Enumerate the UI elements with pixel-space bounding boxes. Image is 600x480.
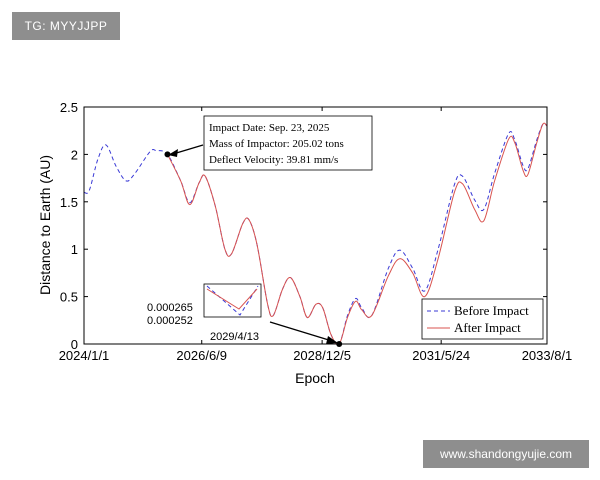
impact-annotation: Impact Date: Sep. 23, 2025 Mass of Impac… bbox=[164, 115, 373, 171]
x-tick-label: 2031/5/24 bbox=[412, 348, 470, 363]
x-tick-label: 2026/6/9 bbox=[176, 348, 227, 363]
inset-after-value-label: 0.000252 bbox=[147, 315, 193, 327]
y-tick-label: 2.5 bbox=[60, 100, 78, 115]
watermark-top-left: TG: MYYJJPP bbox=[12, 12, 120, 40]
impact-point-marker bbox=[164, 151, 171, 158]
closest-approach-arrow-line bbox=[269, 321, 333, 342]
impact-date-text: Impact Date: Sep. 23, 2025 bbox=[209, 122, 330, 134]
y-tick-label: 2 bbox=[71, 147, 78, 162]
x-axis-label: Epoch bbox=[295, 370, 335, 386]
series-line-after-impact bbox=[167, 122, 548, 346]
impact-annotation-box bbox=[203, 115, 373, 171]
impact-arrow-line bbox=[172, 144, 204, 155]
closest-approach-marker bbox=[336, 341, 343, 347]
inset-after-impact-line bbox=[206, 288, 258, 310]
legend-after-impact-label: After Impact bbox=[454, 320, 521, 335]
ticks-layer: 2024/1/1 2026/6/9 2028/12/5 2031/5/24 2033/8… bbox=[59, 100, 573, 363]
deflect-velocity-text: Deflect Velocity: 39.81 mm/s bbox=[209, 154, 338, 166]
y-tick-label: 1 bbox=[71, 242, 78, 257]
x-tick-label: 2028/12/5 bbox=[293, 348, 351, 363]
closest-approach-inset: 0.000265 0.000252 2029/4/13 bbox=[147, 283, 343, 347]
impact-arrow-head bbox=[168, 149, 178, 157]
legend-before-impact-label: Before Impact bbox=[454, 303, 529, 318]
y-axis-label: Distance to Earth (AU) bbox=[37, 155, 53, 295]
watermark-bottom-right: www.shandongyujie.com bbox=[423, 440, 589, 468]
legend-box bbox=[421, 298, 544, 340]
x-tick-label: 2033/8/1 bbox=[522, 348, 573, 363]
series-layer bbox=[83, 122, 548, 346]
closest-approach-arrow-head bbox=[326, 336, 338, 344]
y-tick-label: 1.5 bbox=[60, 195, 78, 210]
legend: Before Impact After Impact bbox=[421, 298, 544, 340]
x-tick-label: 2024/1/1 bbox=[59, 348, 110, 363]
y-tick-label: 0.5 bbox=[60, 290, 78, 305]
y-tick-label: 0 bbox=[71, 337, 78, 352]
impactor-mass-text: Mass of Impactor: 205.02 tons bbox=[209, 138, 344, 150]
plot-frame bbox=[83, 106, 548, 345]
inset-before-value-label: 0.000265 bbox=[147, 302, 193, 314]
inset-date-label: 2029/4/13 bbox=[210, 331, 259, 343]
inset-frame bbox=[203, 283, 262, 318]
